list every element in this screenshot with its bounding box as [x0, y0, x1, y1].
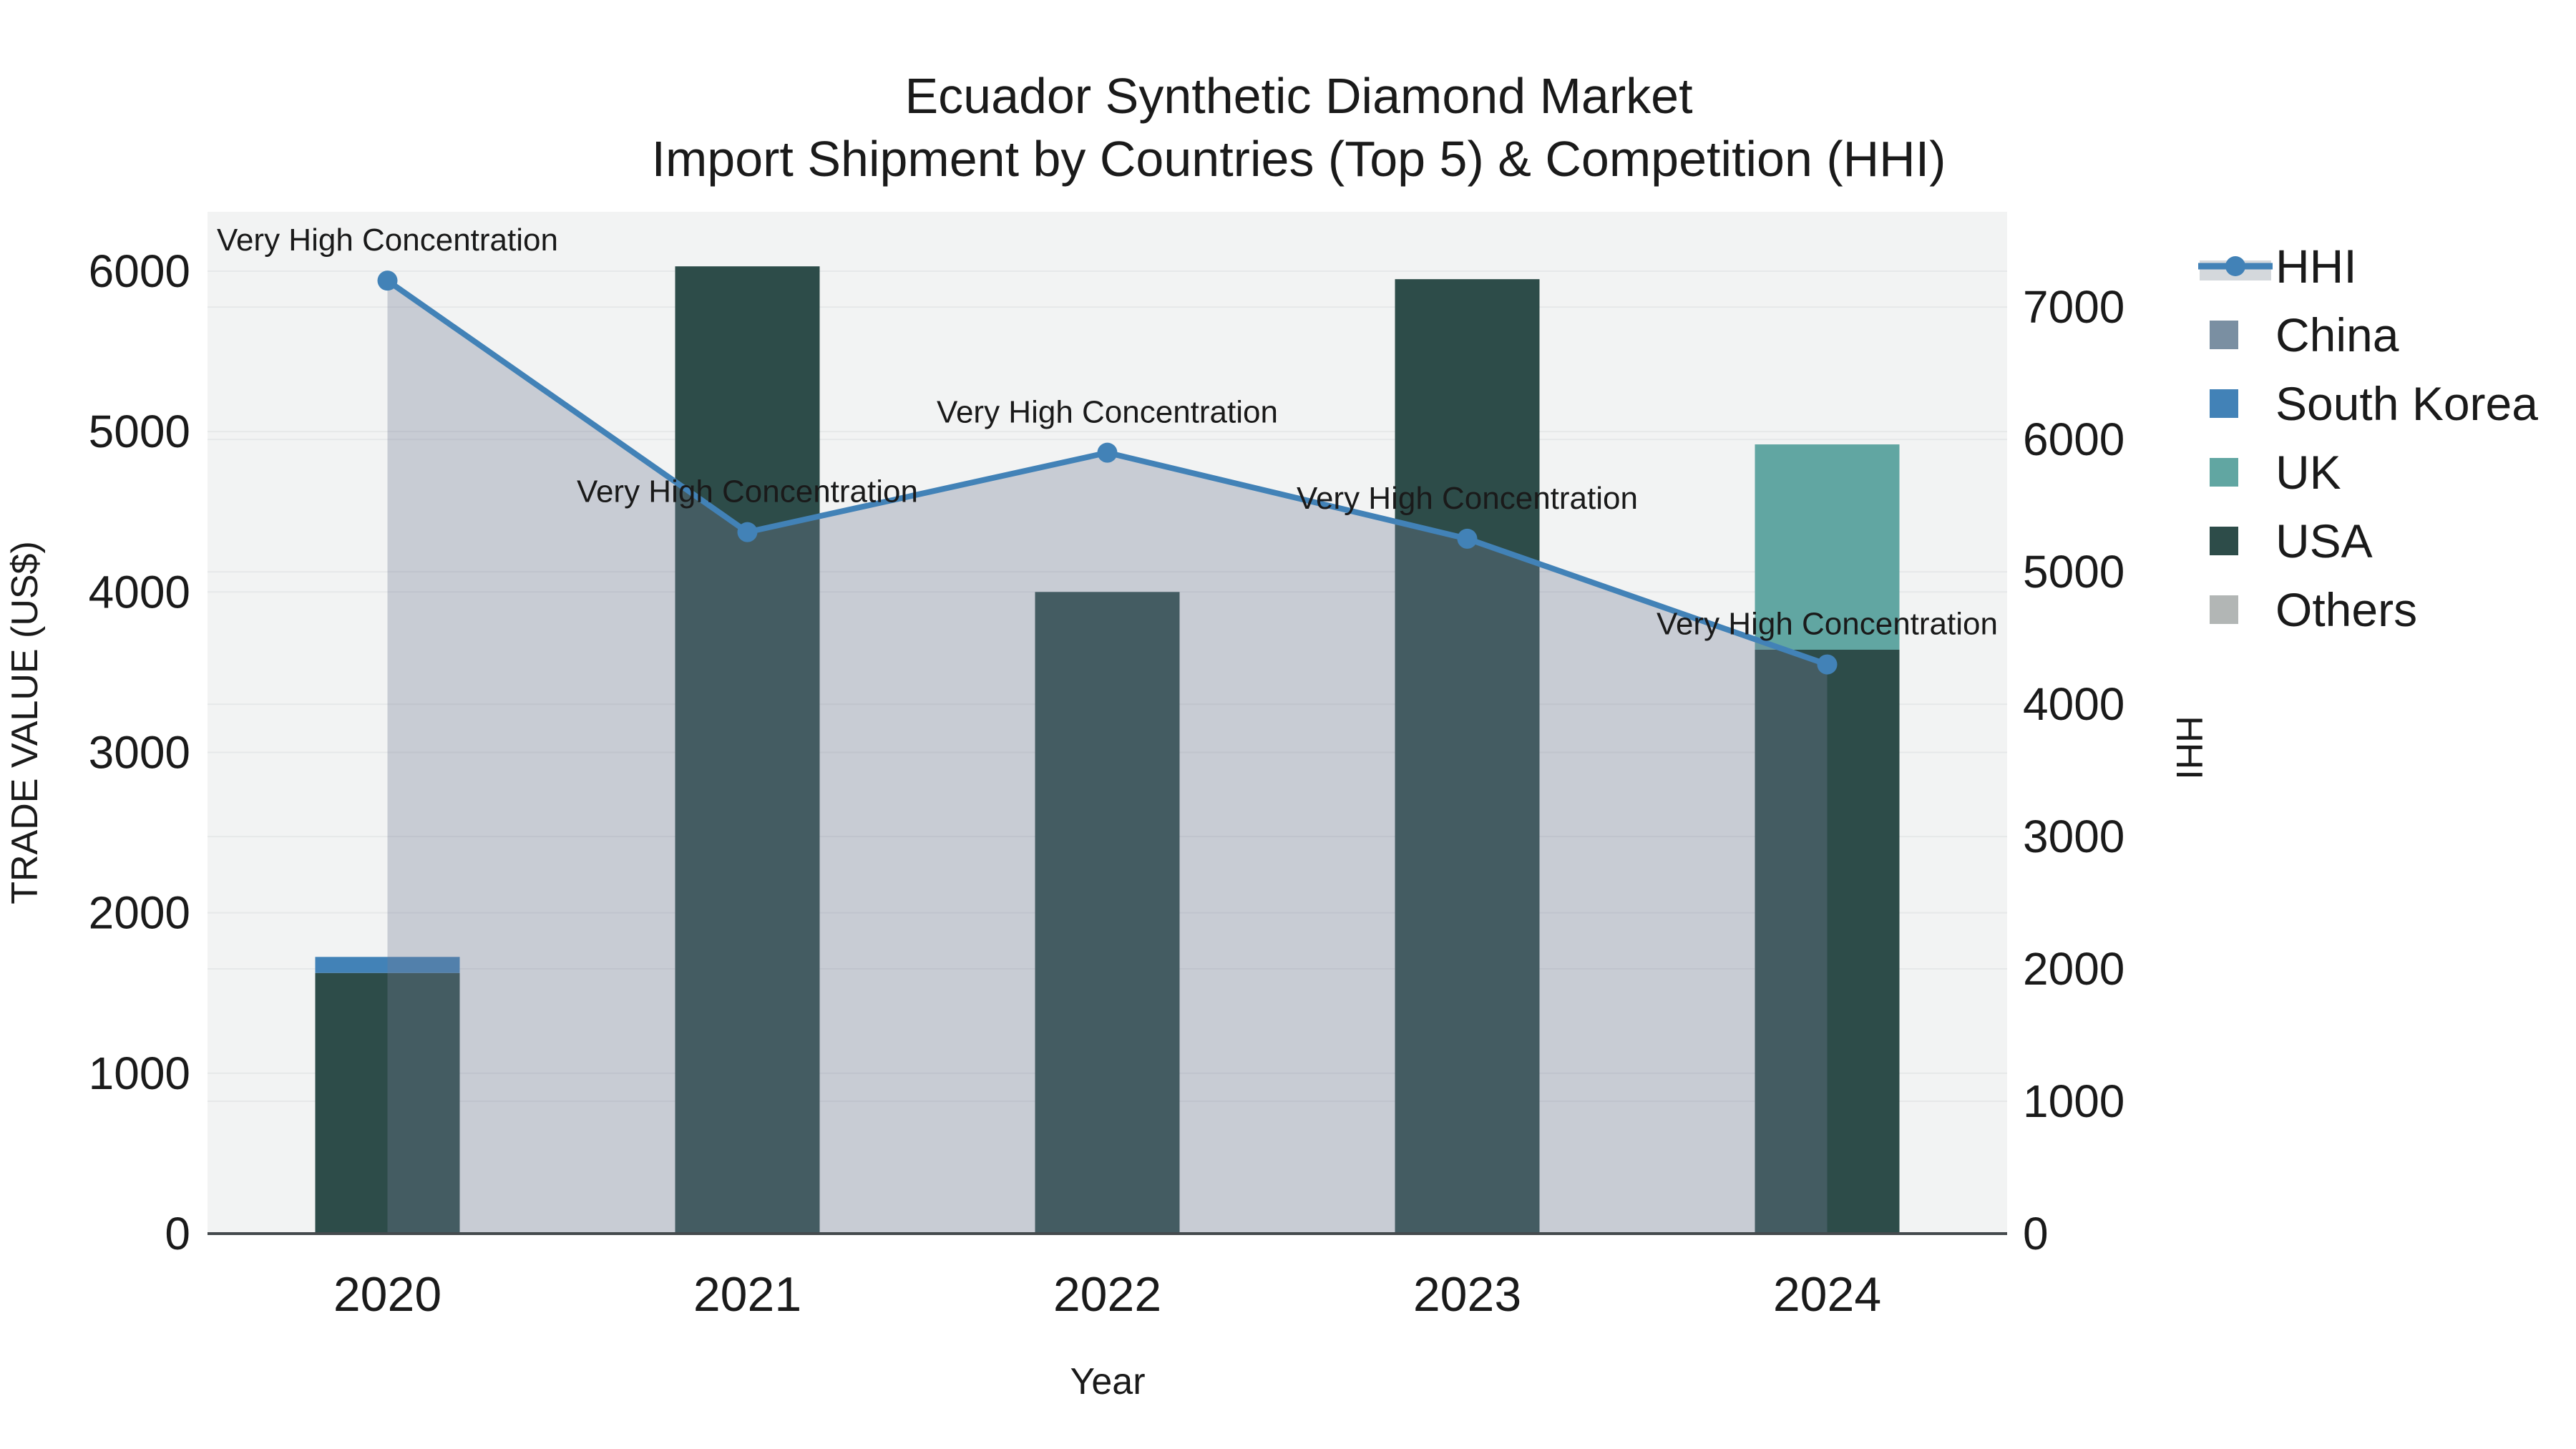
legend-label-usa: USA: [2275, 514, 2373, 567]
legend-swatch-china: [2210, 321, 2238, 349]
tick-label-y-left-0: 0: [165, 1208, 190, 1259]
tick-label-y-left-6000: 6000: [89, 245, 190, 297]
hhi-marker-2021: [737, 522, 758, 542]
tick-label-x-2022: 2022: [1053, 1267, 1161, 1322]
hhi-area-fill: [387, 280, 1828, 1234]
tick-label-y-left-1000: 1000: [89, 1048, 190, 1099]
annotations-group: Very High Concentration Very High Concent…: [217, 223, 1998, 641]
annotation-2020: Very High Concentration: [217, 223, 558, 258]
tick-label-y-right-1000: 1000: [2023, 1075, 2124, 1127]
tick-label-x-2023: 2023: [1413, 1267, 1521, 1322]
tick-label-y-left-5000: 5000: [89, 406, 190, 457]
legend-swatch-others: [2210, 595, 2238, 624]
hhi-line-group: [377, 270, 1838, 1234]
chart-title-line1: Ecuador Synthetic Diamond Market: [904, 68, 1692, 124]
x-axis-title: Year: [1070, 1361, 1145, 1402]
y-right-tick-labels-group: 0 1000 2000 3000 4000 5000 6000 7000: [2023, 281, 2124, 1259]
tick-label-y-right-4000: 4000: [2023, 678, 2124, 730]
tick-label-y-right-5000: 5000: [2023, 546, 2124, 597]
legend-item-south-korea[interactable]: South Korea: [2210, 377, 2538, 430]
hhi-marker-2023: [1457, 528, 1478, 549]
bar-segment-uk-2024: [1755, 444, 1900, 650]
tick-label-y-right-2000: 2000: [2023, 943, 2124, 995]
tick-label-y-left-3000: 3000: [89, 726, 190, 778]
legend-item-uk[interactable]: UK: [2210, 446, 2341, 499]
legend-item-usa[interactable]: USA: [2210, 514, 2373, 567]
bars-group: [315, 266, 1900, 1234]
annotation-2021: Very High Concentration: [577, 474, 918, 509]
legend: HHI China South Korea UK USA Others: [2198, 240, 2538, 636]
tick-label-y-right-0: 0: [2023, 1208, 2049, 1259]
y-right-axis-title: HHI: [2168, 716, 2210, 780]
hhi-marker-2020: [377, 270, 398, 291]
legend-item-others[interactable]: Others: [2210, 583, 2417, 636]
bar-segment-usa-2022: [1035, 592, 1180, 1234]
chart-title-line2: Import Shipment by Countries (Top 5) & C…: [652, 131, 1946, 187]
y-left-axis-title: TRADE VALUE (US$): [4, 541, 46, 904]
bar-segment-usa-2020: [315, 972, 460, 1234]
tick-label-x-2024: 2024: [1773, 1267, 1881, 1322]
tick-label-y-right-7000: 7000: [2023, 281, 2124, 333]
legend-swatch-usa: [2210, 527, 2238, 555]
tick-label-y-left-4000: 4000: [89, 566, 190, 618]
legend-label-china: China: [2275, 308, 2399, 361]
legend-label-hhi: HHI: [2275, 240, 2357, 293]
legend-marker-swatch-hhi: [2225, 256, 2245, 276]
tick-label-x-2020: 2020: [333, 1267, 441, 1322]
legend-label-uk: UK: [2275, 446, 2341, 499]
bar-segment-south-korea-2020: [315, 957, 460, 973]
legend-item-hhi[interactable]: HHI: [2198, 240, 2357, 293]
x-tick-labels-group: 2020 2021 2022 2023 2024: [333, 1267, 1881, 1322]
hhi-marker-2022: [1097, 442, 1118, 463]
legend-label-others: Others: [2275, 583, 2417, 636]
tick-label-y-right-3000: 3000: [2023, 811, 2124, 862]
annotation-2024: Very High Concentration: [1657, 607, 1998, 642]
y-left-tick-labels-group: 0 1000 2000 3000 4000 5000 6000: [89, 245, 190, 1259]
bar-segment-usa-2024: [1755, 650, 1900, 1234]
annotation-2022: Very High Concentration: [937, 395, 1278, 430]
tick-label-x-2021: 2021: [693, 1267, 801, 1322]
bar-segment-usa-2021: [675, 266, 820, 1234]
legend-label-south-korea: South Korea: [2275, 377, 2538, 430]
hhi-marker-2024: [1817, 654, 1838, 675]
bar-segment-usa-2023: [1395, 279, 1540, 1234]
tick-label-y-left-2000: 2000: [89, 887, 190, 939]
annotation-2023: Very High Concentration: [1297, 481, 1638, 516]
tick-label-y-right-6000: 6000: [2023, 414, 2124, 465]
legend-swatch-south-korea: [2210, 389, 2238, 418]
legend-item-china[interactable]: China: [2210, 308, 2399, 361]
legend-swatch-uk: [2210, 458, 2238, 487]
